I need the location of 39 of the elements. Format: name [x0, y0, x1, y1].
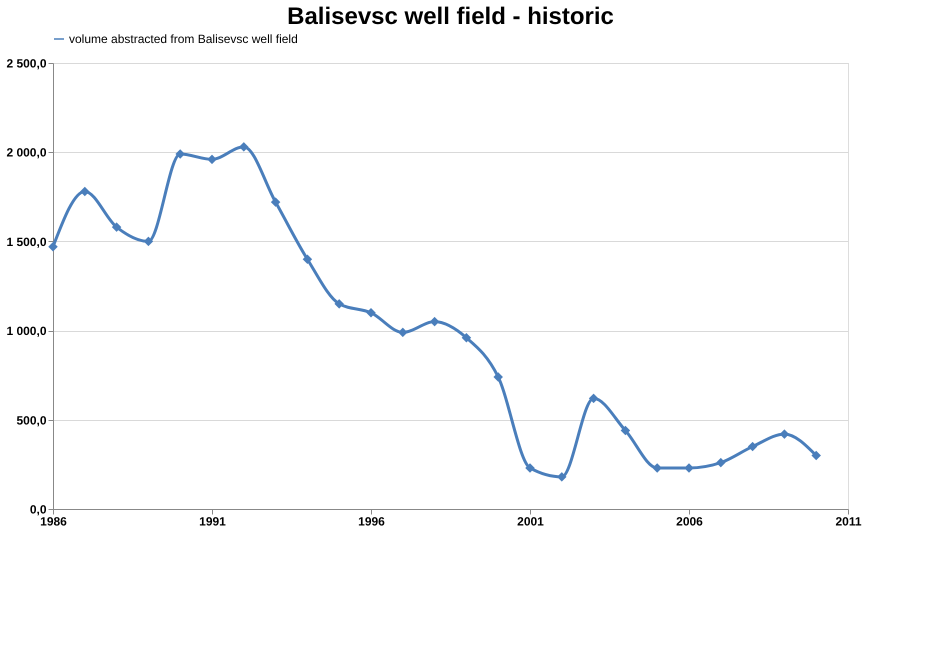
x-tick-label: 2011 [835, 514, 862, 528]
point [144, 236, 154, 246]
point [588, 394, 598, 404]
point [239, 142, 249, 152]
point [302, 254, 312, 264]
y-tick-label: 0,0 [30, 502, 47, 516]
point [48, 242, 58, 252]
point [652, 463, 662, 473]
y-tick-label: 1 000,0 [6, 324, 47, 338]
point [811, 450, 821, 460]
point [684, 463, 694, 473]
point [175, 149, 185, 159]
point [557, 472, 567, 482]
x-tick-label: 1991 [199, 514, 226, 528]
point [748, 442, 758, 452]
point [366, 308, 376, 318]
point [620, 426, 630, 436]
y-tick-label: 2 500,0 [6, 56, 47, 70]
x-tick-label: 2006 [676, 514, 704, 528]
point [398, 328, 408, 338]
point [780, 429, 790, 439]
point [716, 458, 726, 468]
x-tick-label: 2001 [517, 514, 544, 528]
legend-label: volume abstracted from Balisevsc well field [69, 32, 298, 46]
point [525, 463, 535, 473]
point [270, 197, 280, 207]
point [112, 222, 122, 232]
y-tick-label: 500,0 [16, 413, 47, 428]
x-tick-label: 1996 [358, 514, 386, 528]
y-tick-label: 2 000,0 [6, 146, 47, 160]
x-tick-label: 1986 [40, 514, 68, 528]
chart-title: Balisevsc well field - historic [287, 3, 614, 30]
point [334, 299, 344, 309]
point [207, 154, 217, 164]
point [493, 372, 503, 382]
point [462, 332, 472, 342]
point [430, 316, 440, 326]
point [80, 186, 90, 196]
y-tick-label: 1 500,0 [6, 234, 47, 249]
